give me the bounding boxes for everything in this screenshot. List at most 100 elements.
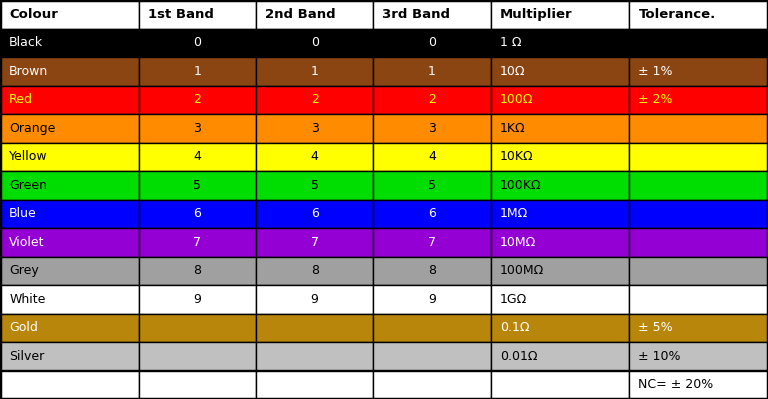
FancyBboxPatch shape [0,342,139,371]
FancyBboxPatch shape [491,285,629,314]
Text: 6: 6 [194,207,201,220]
FancyBboxPatch shape [491,85,629,114]
FancyBboxPatch shape [373,57,491,85]
Text: 5: 5 [194,179,201,192]
FancyBboxPatch shape [491,314,629,342]
Text: Brown: Brown [9,65,48,78]
FancyBboxPatch shape [256,0,373,28]
Text: 5: 5 [428,179,436,192]
Text: 2: 2 [428,93,435,106]
Text: 0: 0 [310,36,319,49]
FancyBboxPatch shape [373,200,491,228]
Text: 6: 6 [428,207,435,220]
Text: Grey: Grey [9,264,39,277]
FancyBboxPatch shape [0,57,139,85]
FancyBboxPatch shape [491,342,629,371]
Text: 4: 4 [194,150,201,163]
FancyBboxPatch shape [256,142,373,171]
FancyBboxPatch shape [139,114,256,142]
FancyBboxPatch shape [0,171,139,200]
FancyBboxPatch shape [629,142,768,171]
FancyBboxPatch shape [0,314,139,342]
Text: Violet: Violet [9,236,45,249]
FancyBboxPatch shape [629,371,768,399]
Text: 7: 7 [428,236,436,249]
Text: Orange: Orange [9,122,55,135]
Text: Colour: Colour [9,8,58,21]
FancyBboxPatch shape [629,171,768,200]
FancyBboxPatch shape [139,257,256,285]
FancyBboxPatch shape [256,228,373,257]
Text: NC= ± 20%: NC= ± 20% [638,378,713,391]
Text: 1st Band: 1st Band [148,8,214,21]
FancyBboxPatch shape [491,142,629,171]
Text: 0: 0 [428,36,436,49]
Text: 10Ω: 10Ω [500,65,525,78]
FancyBboxPatch shape [373,142,491,171]
FancyBboxPatch shape [139,57,256,85]
Text: 0: 0 [194,36,201,49]
FancyBboxPatch shape [373,342,491,371]
FancyBboxPatch shape [373,0,491,28]
FancyBboxPatch shape [491,57,629,85]
FancyBboxPatch shape [491,371,629,399]
FancyBboxPatch shape [0,142,139,171]
FancyBboxPatch shape [0,28,139,57]
FancyBboxPatch shape [629,314,768,342]
FancyBboxPatch shape [629,85,768,114]
Text: 1: 1 [311,65,319,78]
Text: White: White [9,293,45,306]
Text: 1KΩ: 1KΩ [500,122,525,135]
FancyBboxPatch shape [0,0,139,28]
Text: 0.1Ω: 0.1Ω [500,321,529,334]
FancyBboxPatch shape [629,285,768,314]
Text: Blue: Blue [9,207,37,220]
Text: 9: 9 [311,293,319,306]
FancyBboxPatch shape [256,285,373,314]
FancyBboxPatch shape [256,200,373,228]
Text: 3: 3 [428,122,435,135]
FancyBboxPatch shape [256,342,373,371]
FancyBboxPatch shape [0,228,139,257]
FancyBboxPatch shape [0,371,139,399]
Text: 1 Ω: 1 Ω [500,36,521,49]
FancyBboxPatch shape [139,0,256,28]
Text: 5: 5 [310,179,319,192]
Text: Yellow: Yellow [9,150,48,163]
FancyBboxPatch shape [139,85,256,114]
FancyBboxPatch shape [139,285,256,314]
FancyBboxPatch shape [491,257,629,285]
FancyBboxPatch shape [139,314,256,342]
Text: 9: 9 [194,293,201,306]
FancyBboxPatch shape [491,0,629,28]
FancyBboxPatch shape [0,114,139,142]
FancyBboxPatch shape [491,114,629,142]
FancyBboxPatch shape [491,28,629,57]
FancyBboxPatch shape [0,200,139,228]
FancyBboxPatch shape [373,371,491,399]
Text: ± 10%: ± 10% [638,350,681,363]
FancyBboxPatch shape [629,200,768,228]
FancyBboxPatch shape [139,200,256,228]
Text: 1: 1 [428,65,435,78]
Text: Silver: Silver [9,350,45,363]
Text: 8: 8 [194,264,201,277]
Text: Multiplier: Multiplier [500,8,572,21]
Text: 100Ω: 100Ω [500,93,533,106]
Text: ± 5%: ± 5% [638,321,673,334]
Text: 1: 1 [194,65,201,78]
Text: Gold: Gold [9,321,38,334]
FancyBboxPatch shape [139,371,256,399]
Text: Tolerance.: Tolerance. [638,8,716,21]
FancyBboxPatch shape [629,114,768,142]
FancyBboxPatch shape [629,228,768,257]
FancyBboxPatch shape [491,171,629,200]
Text: 2nd Band: 2nd Band [265,8,336,21]
Text: 4: 4 [311,150,319,163]
FancyBboxPatch shape [629,257,768,285]
Text: 0.01Ω: 0.01Ω [500,350,538,363]
Text: 3rd Band: 3rd Band [382,8,451,21]
FancyBboxPatch shape [256,28,373,57]
Text: 7: 7 [310,236,319,249]
Text: Green: Green [9,179,47,192]
